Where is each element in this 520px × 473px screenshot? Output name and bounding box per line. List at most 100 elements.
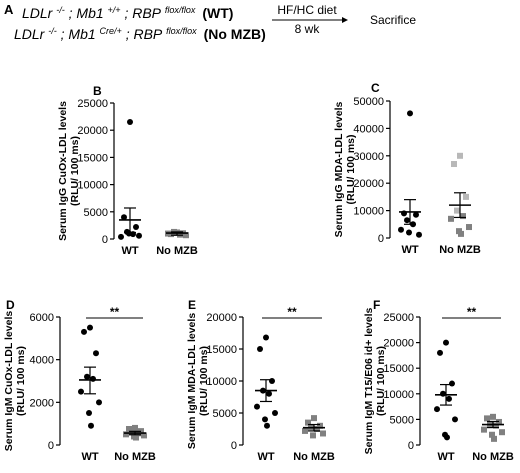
wt-genotype-mid2: ; RBP bbox=[124, 5, 161, 21]
data-point bbox=[413, 211, 419, 218]
data-point bbox=[87, 324, 93, 331]
x-category-label: WT bbox=[437, 451, 454, 463]
y-tick-label: 10000 bbox=[206, 376, 237, 388]
y-tick-label: 4000 bbox=[30, 355, 54, 367]
data-point bbox=[302, 427, 308, 434]
x-category-label: No MZB bbox=[156, 245, 198, 257]
data-point bbox=[448, 215, 454, 222]
data-point bbox=[86, 410, 92, 416]
x-category-label: WT bbox=[121, 245, 138, 257]
x-category-label: WT bbox=[401, 244, 418, 256]
data-point bbox=[458, 230, 464, 237]
panel-f-chart: F 0 5000 10000 15000 20000 25000 Serum IgM T15/… bbox=[363, 298, 514, 463]
data-point bbox=[499, 429, 505, 436]
y-tick-label: 5000 bbox=[213, 408, 237, 420]
data-point bbox=[84, 373, 90, 380]
x-category-label: WT bbox=[81, 451, 98, 463]
mzb-genotype-base: LDLr bbox=[14, 26, 46, 42]
y-tick-label: 0 bbox=[231, 440, 237, 452]
y-tick-label: 6000 bbox=[30, 312, 54, 324]
y-tick-label: 10000 bbox=[77, 180, 108, 192]
wt-genotype-mid1: ; Mb1 bbox=[69, 5, 104, 21]
arrow-head-icon bbox=[342, 17, 348, 23]
data-point bbox=[126, 230, 132, 237]
x-category-label: No MZB bbox=[472, 451, 514, 463]
data-point bbox=[96, 399, 102, 406]
wt-genotype-sup2: +/+ bbox=[108, 5, 121, 15]
data-point bbox=[269, 378, 275, 384]
wt-genotype-line: LDLr -/- ; Mb1 +/+ ; RBP flox/flox (WT) bbox=[22, 0, 233, 21]
mzb-group-label: (No MZB) bbox=[204, 26, 266, 42]
mzb-genotype-mid2: ; RBP bbox=[126, 26, 163, 42]
y-tick-label: 15000 bbox=[77, 152, 108, 164]
data-point bbox=[489, 431, 495, 438]
mzb-genotype-sup2: Cre/+ bbox=[100, 26, 122, 36]
data-point bbox=[132, 424, 138, 431]
panel-a-letter: A bbox=[4, 2, 14, 17]
y-tick-label: 15000 bbox=[383, 363, 414, 375]
data-point bbox=[121, 214, 127, 221]
data-point bbox=[460, 213, 466, 220]
mzb-genotype-sup1: -/- bbox=[48, 26, 57, 36]
endpoint-label: Sacrifice bbox=[370, 13, 416, 27]
y-axis-title: (RLU/ 100 ms) bbox=[69, 136, 81, 206]
mzb-genotype-mid1: ; Mb1 bbox=[61, 26, 96, 42]
data-point bbox=[133, 224, 139, 231]
y-tick-label: 50000 bbox=[353, 96, 384, 108]
data-point bbox=[416, 231, 422, 238]
y-tick-label: 20000 bbox=[206, 312, 237, 324]
panel-a: A LDLr -/- ; Mb1 +/+ ; RBP flox/flox (WT… bbox=[4, 0, 416, 42]
data-point bbox=[93, 350, 99, 357]
data-point bbox=[320, 430, 326, 437]
data-point bbox=[81, 328, 87, 335]
y-tick-label: 15000 bbox=[206, 344, 237, 356]
data-point bbox=[451, 161, 457, 168]
x-category-label: No MZB bbox=[114, 451, 156, 463]
data-point bbox=[443, 339, 449, 346]
significance-label: ** bbox=[110, 305, 120, 319]
panel-letter: D bbox=[6, 298, 15, 312]
duration-label: 8 wk bbox=[295, 22, 321, 36]
y-tick-label: 10000 bbox=[383, 389, 414, 401]
x-category-label: WT bbox=[257, 451, 274, 463]
data-point bbox=[262, 416, 268, 423]
y-axis-title: Serum IgM T15/E06 id+ levels bbox=[363, 307, 375, 454]
y-tick-label: 0 bbox=[48, 440, 54, 452]
data-point bbox=[463, 193, 469, 200]
data-point bbox=[490, 413, 496, 420]
y-axis-title: Serum IgM MDA-LDL levels bbox=[186, 313, 198, 449]
y-tick-label: 5000 bbox=[84, 207, 108, 219]
y-axis-title: Serum IgG CuOx-LDL levels bbox=[57, 101, 69, 241]
data-point bbox=[317, 422, 323, 429]
wt-group-label: (WT) bbox=[202, 5, 233, 21]
data-point bbox=[264, 422, 270, 429]
data-point bbox=[118, 233, 124, 240]
data-point bbox=[136, 232, 142, 239]
y-tick-label: 20000 bbox=[353, 178, 384, 190]
data-point bbox=[90, 375, 96, 382]
data-point bbox=[452, 416, 458, 423]
data-point bbox=[141, 432, 147, 439]
x-category-label: No MZB bbox=[293, 451, 335, 463]
y-tick-label: 10000 bbox=[353, 206, 384, 218]
panel-letter: F bbox=[373, 298, 380, 312]
y-tick-label: 0 bbox=[408, 440, 414, 452]
data-point bbox=[305, 419, 311, 426]
panel-e-chart: E 0 5000 10000 15000 20000 Serum IgM MDA-LDL l… bbox=[186, 298, 335, 463]
data-point bbox=[126, 426, 132, 432]
data-point bbox=[484, 415, 490, 422]
y-tick-label: 20000 bbox=[383, 338, 414, 350]
y-tick-label: 25000 bbox=[77, 98, 108, 110]
panel-c-chart: C 0 10000 20000 30000 40000 50000 Serum IgG MDA… bbox=[333, 81, 481, 256]
data-point bbox=[493, 422, 499, 429]
data-point bbox=[398, 226, 404, 233]
data-point bbox=[437, 349, 443, 356]
y-axis-title: (RLU/ 100 ms) bbox=[198, 346, 210, 416]
wt-genotype-sup1: -/- bbox=[56, 5, 65, 15]
y-tick-label: 2000 bbox=[30, 397, 54, 409]
mzb-genotype-sup3: flox/flox bbox=[166, 26, 197, 36]
data-point bbox=[310, 432, 316, 439]
y-axis-title: Serum IgG MDA-LDL levels bbox=[333, 101, 345, 237]
data-point bbox=[129, 429, 135, 436]
